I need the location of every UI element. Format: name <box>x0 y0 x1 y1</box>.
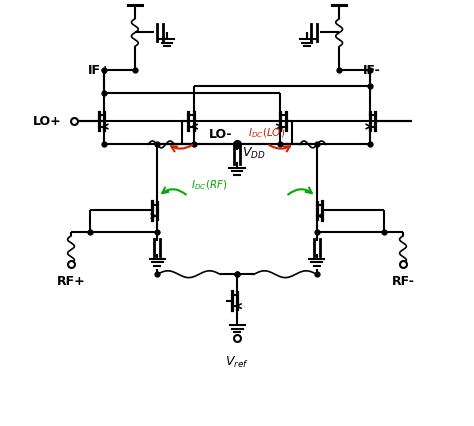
Text: LO+: LO+ <box>33 115 62 128</box>
FancyArrowPatch shape <box>171 146 192 152</box>
FancyArrowPatch shape <box>269 146 290 152</box>
Text: RF-: RF- <box>392 275 414 288</box>
FancyArrowPatch shape <box>162 188 186 195</box>
Text: IF+: IF+ <box>88 64 111 77</box>
FancyArrowPatch shape <box>288 188 312 195</box>
Text: $I_{DC}(LO)$: $I_{DC}(LO)$ <box>247 127 285 140</box>
Text: $V_{ref}$: $V_{ref}$ <box>225 354 248 369</box>
Text: LO-: LO- <box>209 128 232 141</box>
Text: RF+: RF+ <box>56 275 85 288</box>
Text: IF-: IF- <box>363 64 380 77</box>
Text: $V_{DD}$: $V_{DD}$ <box>242 145 266 160</box>
Text: $I_{DC}(RF)$: $I_{DC}(RF)$ <box>191 178 228 192</box>
